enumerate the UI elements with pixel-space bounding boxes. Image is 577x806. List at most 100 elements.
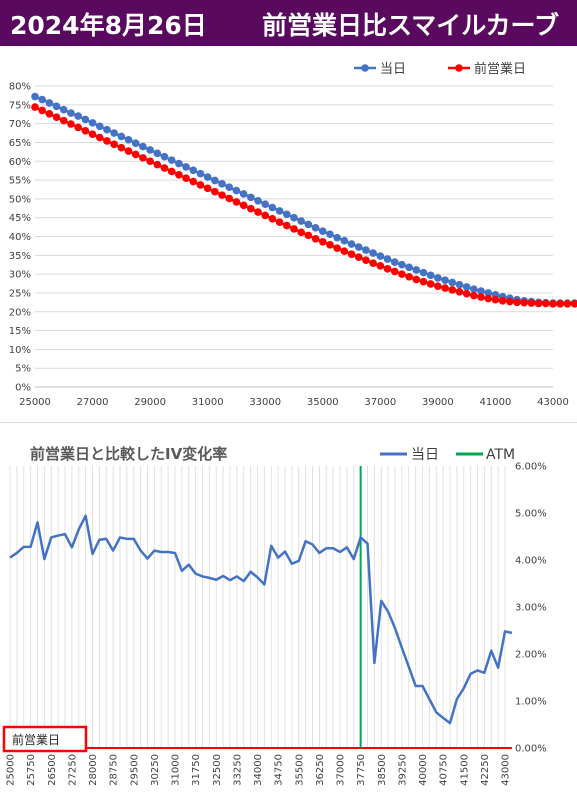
x-tick-label: 33250 (232, 754, 243, 786)
data-point (534, 299, 543, 308)
data-point (477, 287, 485, 295)
x-tick-label: 40000 (418, 754, 429, 786)
data-point (311, 224, 320, 232)
data-point (131, 139, 140, 147)
data-point (261, 200, 270, 208)
x-tick-label: 41000 (480, 397, 512, 408)
y-tick-label: 2.00% (515, 650, 547, 661)
data-point (405, 263, 413, 272)
x-tick-label: 25750 (26, 754, 37, 786)
data-point (268, 215, 277, 223)
y-tick-label: 10% (9, 345, 31, 356)
data-point (549, 300, 557, 308)
data-point (175, 159, 183, 168)
y-tick-label: 30% (9, 270, 31, 281)
data-point (239, 190, 248, 198)
x-tick-label: 41500 (459, 754, 470, 786)
y-tick-label: 5% (15, 364, 31, 375)
data-point (45, 99, 54, 107)
legend-label: 当日 (380, 62, 406, 77)
y-tick-label: 15% (9, 326, 31, 337)
x-tick-label: 29500 (129, 754, 140, 786)
y-tick-label: 45% (9, 213, 31, 224)
data-point (189, 166, 198, 175)
data-point (59, 116, 68, 125)
x-tick-label: 36250 (315, 754, 326, 786)
data-point (124, 147, 133, 155)
data-point (376, 262, 385, 270)
data-point (139, 142, 147, 151)
prev-day-label: 前営業日 (12, 732, 60, 747)
data-point (88, 119, 97, 127)
x-tick-label: 35500 (294, 754, 305, 786)
x-tick-label: 35000 (307, 397, 339, 408)
data-point (160, 164, 169, 172)
page-title: 前営業日比スマイルカーブ (262, 11, 560, 40)
data-point (218, 191, 226, 199)
y-tick-label: 70% (9, 119, 31, 130)
data-point (74, 112, 82, 120)
data-point (311, 234, 320, 243)
data-point (455, 280, 464, 289)
data-point (59, 105, 68, 114)
y-tick-label: 5.00% (515, 509, 547, 520)
x-tick-label: 31750 (191, 754, 202, 786)
data-point (38, 106, 46, 115)
data-point (31, 103, 39, 111)
data-point (74, 123, 82, 132)
x-tick-label: 38500 (377, 754, 388, 786)
data-point (520, 298, 529, 307)
data-point (376, 252, 385, 260)
data-point (527, 299, 536, 307)
legend-label: ATM (486, 447, 515, 463)
x-tick-label: 25000 (6, 754, 17, 786)
data-point (88, 130, 97, 138)
y-tick-label: 0% (15, 383, 31, 394)
data-point (290, 225, 298, 233)
legend-label: 前営業日 (474, 61, 526, 77)
data-point (225, 183, 234, 192)
legend-marker (361, 64, 369, 72)
data-point (182, 163, 190, 171)
x-tick-label: 37000 (336, 754, 347, 786)
data-point (462, 283, 471, 291)
x-tick-label: 29000 (134, 397, 166, 408)
x-tick-label: 39250 (397, 754, 408, 786)
data-point (153, 160, 162, 169)
x-tick-label: 31000 (171, 754, 182, 786)
data-point (45, 110, 54, 118)
data-point (103, 137, 111, 145)
data-point (441, 284, 449, 292)
y-tick-label: 60% (9, 157, 31, 168)
data-point (81, 126, 90, 135)
data-point (211, 176, 219, 185)
data-point (398, 260, 406, 269)
data-point (52, 113, 61, 122)
data-point (67, 109, 75, 117)
prev-day-label-box (2, 725, 88, 753)
data-point (254, 208, 262, 216)
chart-title: 前営業日と比較したIV変化率 (30, 445, 227, 463)
legend-marker (455, 64, 463, 72)
data-point (304, 231, 313, 240)
x-tick-label: 40750 (439, 754, 450, 786)
data-point (31, 92, 39, 101)
data-point (261, 211, 270, 220)
y-tick-label: 3.00% (515, 603, 547, 614)
data-point (232, 198, 241, 206)
y-tick-label: 20% (9, 307, 31, 318)
data-point (160, 152, 169, 161)
data-point (146, 157, 154, 166)
data-point (297, 228, 305, 237)
y-tick-label: 55% (9, 176, 31, 187)
data-point (167, 167, 176, 176)
data-point (556, 300, 564, 308)
data-point (362, 256, 370, 265)
x-tick-label: 39000 (422, 397, 454, 408)
data-point (247, 204, 255, 213)
y-tick-label: 25% (9, 288, 31, 299)
data-point (426, 271, 435, 280)
data-point (81, 115, 90, 124)
data-point (455, 288, 464, 296)
data-point (347, 240, 356, 248)
